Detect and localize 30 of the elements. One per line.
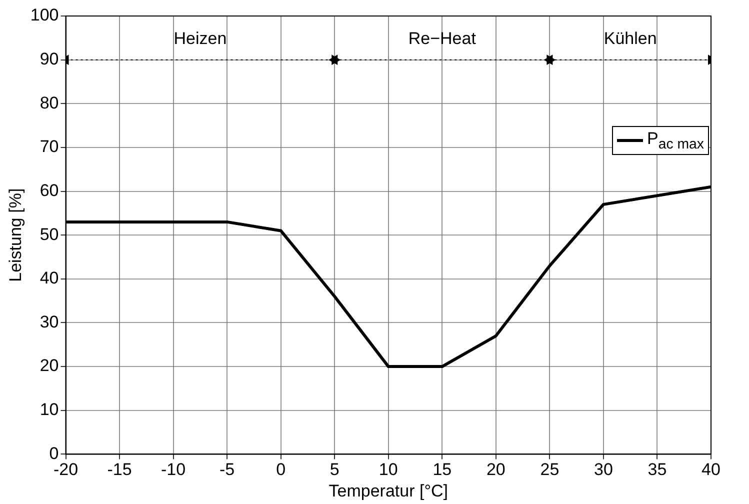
y-tick-label: 10 (40, 400, 59, 420)
annotation: Heizen (174, 29, 227, 48)
x-tick-label: -15 (107, 460, 132, 480)
annotation: Kühlen (604, 29, 657, 48)
legend-label: P$_{ac max}$ (647, 128, 704, 152)
y-tick-label: 100 (30, 6, 59, 25)
y-tick-label: 40 (40, 268, 59, 288)
x-tick-label: 20 (486, 460, 506, 480)
y-tick-label: 50 (40, 224, 59, 244)
x-tick-label: -10 (161, 460, 186, 480)
y-tick-label: 90 (40, 50, 59, 69)
x-tick-label: 0 (276, 460, 286, 480)
y-tick-label: 80 (40, 93, 59, 112)
x-tick-label: 5 (330, 460, 340, 480)
annotation: Re−Heat (408, 29, 476, 48)
x-tick-label: 40 (702, 460, 720, 480)
x-tick-label: 15 (432, 460, 452, 480)
y-tick-label: 0 (49, 444, 59, 463)
x-tick-label: 10 (378, 460, 398, 480)
y-tick-label: 60 (40, 180, 59, 200)
x-tick-label: 35 (648, 460, 667, 480)
y-tick-label: 20 (40, 356, 59, 376)
x-tick-label: 25 (540, 460, 560, 480)
x-axis-title: Temperatur [°C] (328, 481, 448, 500)
y-axis-title: Leistung [%] (6, 188, 25, 282)
x-tick-label: -20 (53, 460, 78, 480)
y-tick-label: 70 (40, 137, 59, 156)
x-tick-label: -5 (220, 460, 235, 480)
x-tick-label: 30 (594, 460, 613, 480)
y-tick-label: 30 (40, 312, 59, 332)
